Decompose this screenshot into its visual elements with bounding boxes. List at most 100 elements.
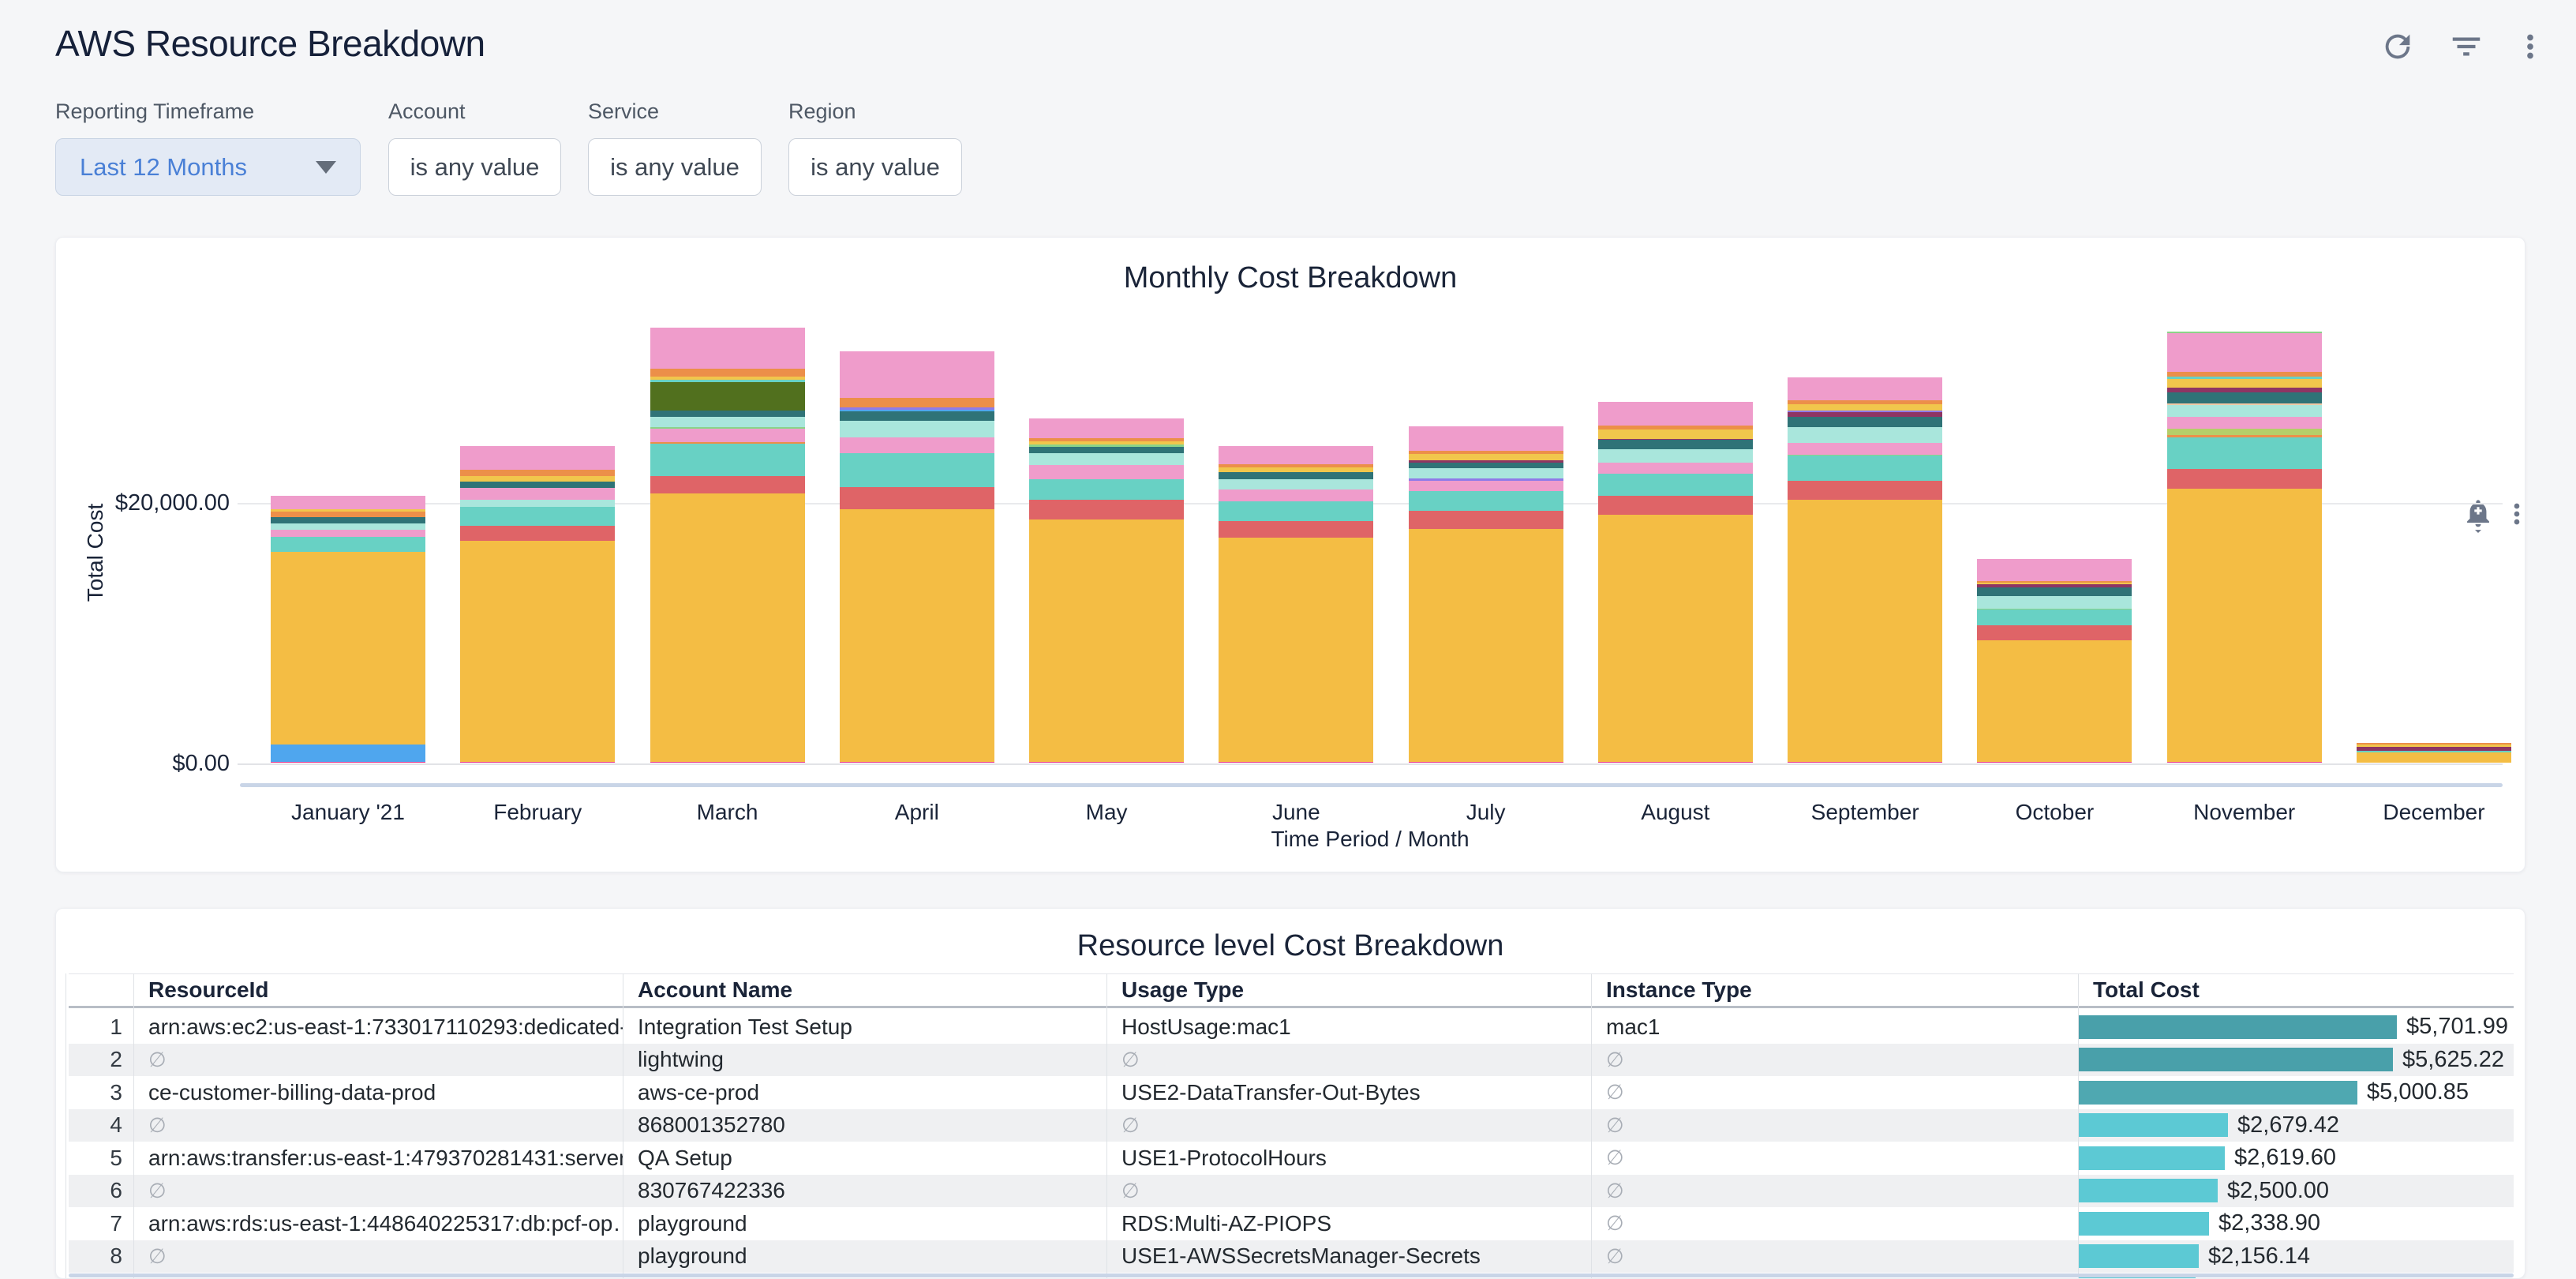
bar-segment-darkTeal[interactable]: [271, 516, 425, 523]
bar-segment-amber[interactable]: [1408, 528, 1563, 763]
bar-segment-darkTeal[interactable]: [1977, 587, 2132, 596]
bar-segment-blue[interactable]: [271, 744, 425, 763]
bar-segment-green[interactable]: [1029, 444, 1185, 447]
bar-segment-magenta[interactable]: [1219, 762, 1374, 763]
table-row[interactable]: 1 arn:aws:ec2:us-east-1:733017110293:dedi…: [69, 1011, 2514, 1044]
row-number[interactable]: 3: [110, 1079, 122, 1105]
bar-segment-pink[interactable]: [1597, 462, 1753, 474]
bar-segment-teal[interactable]: [460, 507, 616, 526]
bar-segment-coral[interactable]: [460, 525, 616, 541]
bar-segment-yellow[interactable]: [2356, 744, 2511, 748]
cell-total-cost[interactable]: $2,619.60: [2078, 1145, 2514, 1171]
table-row[interactable]: 5 arn:aws:transfer:us-east-1:479370281431…: [69, 1142, 2514, 1175]
cell-instance-type[interactable]: mac1: [1606, 1014, 1661, 1039]
bar-segment-magenta[interactable]: [1788, 762, 1943, 763]
filter-list-icon[interactable]: [2448, 28, 2484, 65]
bar-segment-pink[interactable]: [1029, 418, 1185, 438]
row-number[interactable]: 6: [110, 1178, 122, 1203]
cell-resource-id[interactable]: ∅: [148, 1178, 167, 1202]
bar-segment-magenta[interactable]: [1977, 762, 2132, 763]
row-number[interactable]: 8: [110, 1243, 122, 1269]
cell-usage-type[interactable]: USE2-DataTransfer-Out-Bytes: [1121, 1079, 1421, 1105]
cell-resource-id[interactable]: ∅: [148, 1243, 167, 1268]
stacked-bar-march[interactable]: [650, 328, 805, 763]
bar-segment-yellow[interactable]: [271, 508, 425, 512]
bar-segment-amber[interactable]: [460, 540, 616, 763]
stacked-bar-july[interactable]: [1408, 426, 1563, 763]
stacked-bar-april[interactable]: [839, 351, 994, 763]
bar-segment-orange[interactable]: [2166, 372, 2322, 377]
column-header-usage-type[interactable]: Usage Type: [1121, 977, 1245, 1002]
bar-segment-pink[interactable]: [839, 351, 994, 399]
cell-usage-type[interactable]: HostUsage:mac1: [1121, 1014, 1291, 1039]
bar-segment-paleCyan[interactable]: [460, 500, 616, 508]
bar-segment-amber[interactable]: [2356, 752, 2511, 763]
bar-segment-teal[interactable]: [839, 452, 994, 487]
bar-segment-paleCyan[interactable]: [1408, 467, 1563, 479]
bar-segment-magenta[interactable]: [1597, 762, 1753, 763]
bar-segment-purple[interactable]: [1788, 410, 1943, 413]
stacked-bar-june[interactable]: [1219, 446, 1374, 763]
row-number[interactable]: 4: [110, 1112, 122, 1138]
bar-segment-teal[interactable]: [1788, 456, 1943, 481]
bar-segment-yellow[interactable]: [1597, 429, 1753, 439]
bar-segment-maroon[interactable]: [1408, 459, 1563, 463]
bar-segment-magenta[interactable]: [271, 762, 425, 763]
cell-account-name[interactable]: playground: [638, 1243, 747, 1269]
bar-segment-yellow[interactable]: [2166, 379, 2322, 388]
bar-segment-amber[interactable]: [839, 508, 994, 763]
bar-segment-yellow[interactable]: [1788, 403, 1943, 411]
bar-segment-yellow[interactable]: [1977, 582, 2132, 585]
bar-segment-teal[interactable]: [650, 444, 805, 477]
table-horizontal-scrollbar[interactable]: [69, 1273, 2514, 1277]
bar-segment-pink[interactable]: [271, 495, 425, 509]
kebab-menu-icon[interactable]: [2501, 498, 2533, 534]
bar-segment-orange[interactable]: [2356, 743, 2511, 745]
bar-segment-pink[interactable]: [271, 529, 425, 538]
cell-resource-id[interactable]: arn:aws:ec2:us-east-1:733017110293:dedic…: [148, 1014, 623, 1039]
bar-segment-orange[interactable]: [460, 470, 616, 476]
bar-segment-pink[interactable]: [1788, 377, 1943, 401]
bar-segment-orange[interactable]: [271, 511, 425, 517]
bar-segment-maroon[interactable]: [1597, 438, 1753, 441]
column-header-resource-id[interactable]: ResourceId: [148, 977, 269, 1002]
bar-segment-darkTeal[interactable]: [1788, 416, 1943, 427]
bar-segment-amber[interactable]: [1219, 538, 1374, 763]
bar-segment-coral[interactable]: [1219, 520, 1374, 538]
bar-segment-pink[interactable]: [1219, 489, 1374, 502]
bar-segment-darkTeal[interactable]: [460, 482, 616, 489]
cell-instance-type[interactable]: ∅: [1606, 1146, 1624, 1170]
bar-segment-paleCyan[interactable]: [839, 420, 994, 438]
cell-instance-type[interactable]: ∅: [1606, 1112, 1624, 1137]
table-row[interactable]: [69, 1273, 2514, 1278]
kebab-menu-icon[interactable]: [2512, 28, 2548, 65]
bar-segment-coral[interactable]: [1029, 500, 1185, 520]
bar-segment-yellow[interactable]: [1408, 453, 1563, 460]
bar-segment-amber[interactable]: [1788, 500, 1943, 763]
bar-segment-maroon[interactable]: [2166, 388, 2322, 393]
cell-usage-type[interactable]: ∅: [1121, 1112, 1140, 1137]
bar-segment-darkTeal[interactable]: [1219, 471, 1374, 479]
cell-account-name[interactable]: playground: [638, 1210, 747, 1236]
bar-segment-pink[interactable]: [460, 446, 616, 471]
bar-segment-orange[interactable]: [1219, 463, 1374, 467]
chart-horizontal-scrollbar[interactable]: [240, 783, 2503, 787]
service-filter-button[interactable]: is any value: [588, 138, 762, 196]
bar-segment-amber[interactable]: [1029, 519, 1185, 763]
cell-account-name[interactable]: QA Setup: [638, 1145, 732, 1170]
cell-total-cost[interactable]: $5,625.22: [2078, 1047, 2514, 1073]
column-header-account-name[interactable]: Account Name: [638, 977, 793, 1002]
stacked-bar-may[interactable]: [1029, 418, 1185, 763]
bar-segment-darkTeal[interactable]: [650, 411, 805, 418]
bar-segment-pink[interactable]: [2166, 332, 2322, 373]
cell-total-cost[interactable]: $5,000.85: [2078, 1079, 2514, 1105]
bar-segment-pink[interactable]: [1408, 480, 1563, 491]
bar-segment-darkTeal[interactable]: [2166, 392, 2322, 404]
cell-resource-id[interactable]: arn:aws:transfer:us-east-1:479370281431:…: [148, 1145, 623, 1170]
bar-segment-orange[interactable]: [1029, 437, 1185, 441]
row-number[interactable]: 2: [110, 1047, 122, 1072]
bar-segment-paleCyan[interactable]: [1029, 453, 1185, 465]
bar-segment-darkTeal[interactable]: [1597, 440, 1753, 450]
bar-segment-pink[interactable]: [1408, 426, 1563, 452]
cell-instance-type[interactable]: ∅: [1606, 1211, 1624, 1236]
